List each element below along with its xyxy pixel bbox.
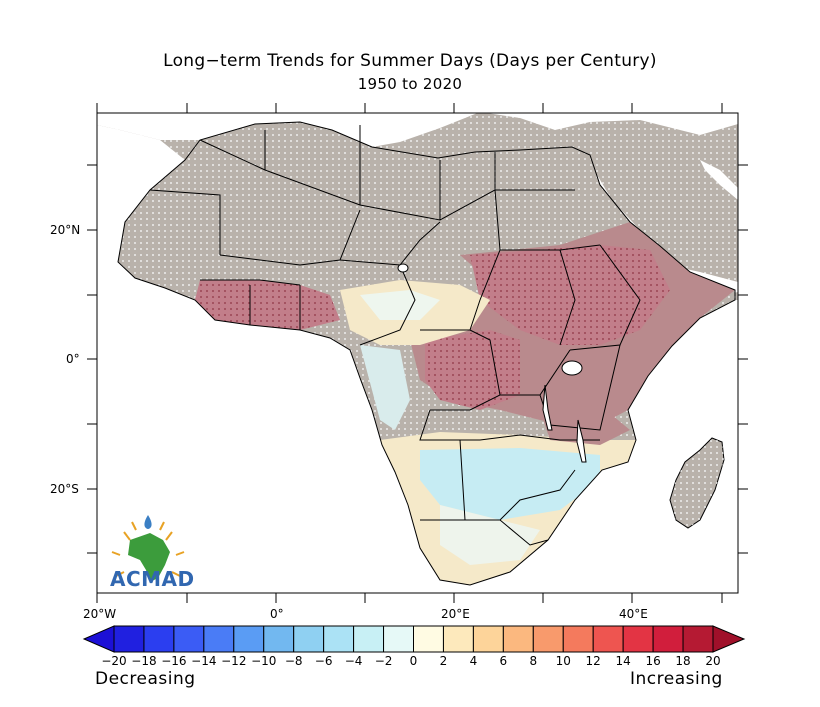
colorbar-tick-label: −14 [191, 654, 217, 668]
mediterranean-sea [97, 113, 738, 147]
lat-label-20s: 20°S [50, 482, 79, 496]
colorbar-tick-label: −12 [221, 654, 247, 668]
lake-victoria [561, 360, 583, 376]
colorbar-tick-label: 2 [439, 654, 448, 668]
colorbar-tick-label: −8 [284, 654, 303, 668]
indian-ocean [470, 300, 738, 593]
colorbar-swatch [592, 625, 624, 653]
colorbar-tick-label: −18 [131, 654, 157, 668]
colorbar-tick-label: 18 [675, 654, 691, 668]
africa-logo-icon [128, 533, 170, 582]
lat-label-0: 0° [66, 352, 80, 366]
colorbar-swatch [263, 625, 295, 653]
lake-malawi [576, 419, 587, 463]
lon-label-0: 0° [270, 607, 284, 621]
colorbar-tick-label: 6 [499, 654, 508, 668]
colorbar-swatch [562, 625, 594, 653]
atlantic-ocean [97, 125, 470, 593]
decreasing-label: Decreasing [95, 669, 196, 689]
lat-label-20n: 20°N [50, 223, 81, 237]
colorbar-swatch [233, 625, 265, 653]
acmad-logo [111, 515, 185, 582]
acmad-wordmark: ACMAD [110, 567, 195, 591]
colorbar-tick-label: 12 [585, 654, 601, 668]
lon-label-40e: 40°E [619, 607, 648, 621]
colorbar-tick-label: −4 [344, 654, 363, 668]
colorbar-tick-label: −16 [161, 654, 187, 668]
colorbar-swatch [472, 625, 504, 653]
africa-coastline [117, 121, 736, 586]
colorbar-swatch [353, 625, 385, 653]
colorbar-swatch [383, 625, 414, 653]
increasing-label: Increasing [630, 669, 723, 689]
colorbar-swatch [323, 625, 355, 653]
colorbar-tick-label: 20 [705, 654, 721, 668]
colorbar-tick-label: 4 [469, 654, 478, 668]
colorbar-swatch [532, 625, 564, 653]
colorbar-swatch [682, 625, 714, 653]
colorbar-tick-label: 10 [555, 654, 571, 668]
colorbar-max-arrow [712, 625, 746, 653]
colorbar-min-arrow [82, 625, 115, 653]
colorbar-swatch [293, 625, 325, 653]
colorbar-swatch [143, 625, 175, 653]
lake-tanganyika [542, 384, 553, 431]
colorbar-tick-label: −20 [101, 654, 127, 668]
plot-frame [96, 112, 739, 594]
drop-icon [144, 515, 152, 529]
lon-label-20e: 20°E [441, 607, 470, 621]
lake-chad [397, 263, 409, 273]
colorbar-tick-label: −10 [251, 654, 277, 668]
colorbar-tick-label: 0 [409, 654, 418, 668]
colorbar-swatch [652, 625, 684, 653]
colorbar-tick-label: −6 [314, 654, 333, 668]
colorbar-swatch [442, 625, 474, 653]
colorbar-swatch [413, 625, 444, 653]
colorbar-tick-label: 8 [529, 654, 538, 668]
colorbar-tick-label: 16 [645, 654, 661, 668]
colorbar-swatch [113, 625, 145, 653]
map-title: Long−term Trends for Summer Days (Days p… [163, 51, 657, 71]
colorbar-swatch [203, 625, 235, 653]
map-subtitle: 1950 to 2020 [357, 75, 463, 93]
lon-label-20w: 20°W [83, 607, 117, 621]
colorbar-swatch [502, 625, 534, 653]
colorbar-swatch [622, 625, 654, 653]
colorbar-swatch [173, 625, 205, 653]
colorbar [82, 625, 746, 653]
colorbar-tick-label: −2 [374, 654, 393, 668]
colorbar-tick-label: 14 [615, 654, 631, 668]
